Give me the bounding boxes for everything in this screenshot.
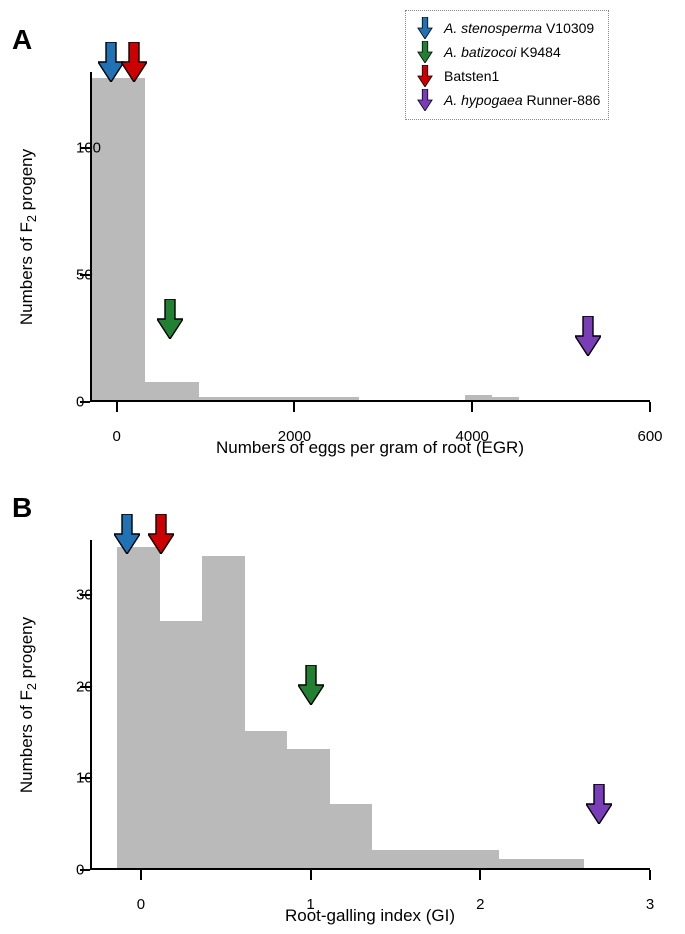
histogram-bar xyxy=(252,397,279,400)
x-tick-label: 0 xyxy=(137,896,145,913)
histogram-bar xyxy=(457,850,499,868)
x-tick xyxy=(471,402,473,412)
panel-b-xlabel: Root-galling index (GI) xyxy=(285,906,455,926)
histogram-bar xyxy=(172,382,199,400)
histogram-bar xyxy=(202,556,244,868)
panel-a-ylabel: Numbers of F2 progeny xyxy=(17,149,39,325)
histogram-bar xyxy=(332,397,359,400)
x-tick xyxy=(649,870,651,880)
histogram-bar xyxy=(117,547,159,868)
x-tick-label: 3 xyxy=(646,896,654,913)
series-arrow-icon xyxy=(298,665,324,705)
series-arrow-icon xyxy=(148,514,174,554)
histogram-bar xyxy=(372,850,414,868)
series-arrow-icon xyxy=(575,316,601,356)
histogram-bar xyxy=(199,397,226,400)
histogram-bar xyxy=(279,397,306,400)
histogram-bar xyxy=(119,78,146,400)
panel-a-bars xyxy=(92,72,650,400)
histogram-bar xyxy=(145,382,172,400)
series-arrow-icon xyxy=(114,514,140,554)
panel-a-plot xyxy=(90,72,650,402)
series-arrow-icon xyxy=(157,299,183,339)
x-tick xyxy=(310,870,312,880)
legend-label: A. stenosperma V10309 xyxy=(444,20,594,36)
x-tick xyxy=(293,402,295,412)
histogram-bar xyxy=(225,397,252,400)
x-tick-label: 2 xyxy=(476,896,484,913)
series-arrow-icon xyxy=(121,42,147,82)
histogram-bar xyxy=(92,78,119,400)
x-tick xyxy=(479,870,481,880)
figure-root: A. stenosperma V10309 A. batizocoi K9484 B… xyxy=(0,0,685,934)
series-arrow-icon xyxy=(98,42,124,82)
legend-item: A. stenosperma V10309 xyxy=(414,17,600,39)
histogram-bar xyxy=(465,395,492,400)
panel-b-plot xyxy=(90,540,650,870)
histogram-bar xyxy=(245,731,287,869)
panel-b-label: B xyxy=(12,492,32,524)
histogram-bar xyxy=(499,859,541,868)
histogram-bar xyxy=(287,749,329,868)
histogram-bar xyxy=(160,621,202,869)
series-arrow-icon xyxy=(586,784,612,824)
legend-item: A. batizocoi K9484 xyxy=(414,41,600,63)
histogram-bar xyxy=(492,397,519,400)
legend-label: A. batizocoi K9484 xyxy=(444,44,561,60)
x-tick-label: 600 xyxy=(637,428,662,445)
panel-b-bars xyxy=(92,540,650,868)
panel-a-xlabel: Numbers of eggs per gram of root (EGR) xyxy=(216,438,524,458)
legend-arrow-icon xyxy=(414,17,436,39)
x-tick xyxy=(140,870,142,880)
panel-b-ylabel: Numbers of F2 progeny xyxy=(17,617,39,793)
panel-a-label: A xyxy=(12,24,32,56)
histogram-bar xyxy=(542,859,584,868)
histogram-bar xyxy=(330,804,372,868)
histogram-bar xyxy=(414,850,456,868)
x-tick-label: 0 xyxy=(112,428,120,445)
histogram-bar xyxy=(305,397,332,400)
x-tick xyxy=(649,402,651,412)
x-tick xyxy=(116,402,118,412)
legend-arrow-icon xyxy=(414,41,436,63)
